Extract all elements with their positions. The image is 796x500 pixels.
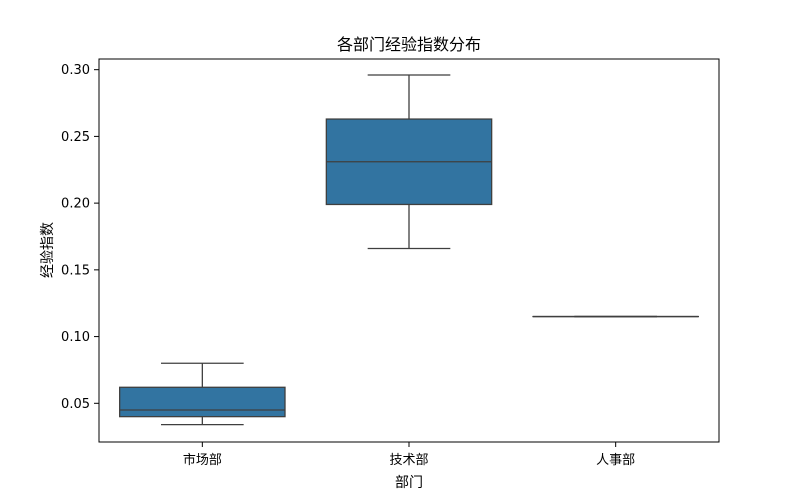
y-tick-label: 0.05 [61,397,90,412]
chart-title: 各部门经验指数分布 [337,35,481,54]
y-tick-label: 0.20 [61,197,90,212]
y-tick-label: 0.30 [61,63,90,78]
x-axis-label: 部门 [395,475,423,491]
box-1 [120,387,285,416]
plot-area: 0.05 0.10 0.15 0.20 0.25 0.30 市场部 技术部 人事部 [61,59,719,468]
x-tick-label: 技术部 [389,453,428,468]
x-tick-label: 人事部 [596,453,635,468]
y-tick-label: 0.15 [61,263,90,278]
y-tick-label: 0.10 [61,330,90,345]
y-axis-label: 经验指数 [40,222,56,278]
y-tick-label: 0.25 [61,130,90,145]
x-tick-label: 市场部 [183,452,222,468]
